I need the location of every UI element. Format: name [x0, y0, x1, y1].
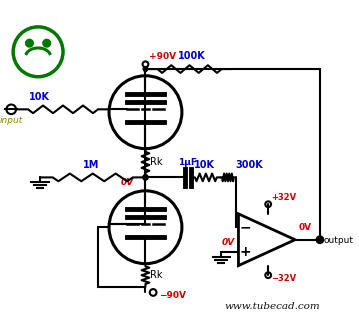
Text: output: output — [324, 235, 354, 245]
Circle shape — [25, 39, 33, 47]
Circle shape — [143, 175, 148, 180]
Circle shape — [318, 238, 322, 242]
Text: input: input — [0, 116, 23, 125]
Text: +32V: +32V — [271, 193, 296, 202]
Text: 300K: 300K — [236, 160, 264, 170]
Text: 100K: 100K — [178, 51, 206, 61]
Circle shape — [43, 39, 51, 47]
Circle shape — [143, 67, 148, 71]
Text: +90V: +90V — [149, 52, 176, 61]
Text: 10K: 10K — [28, 92, 50, 102]
Text: Rk: Rk — [150, 270, 163, 280]
Text: 10K: 10K — [194, 160, 215, 170]
Text: −32V: −32V — [271, 274, 296, 283]
Text: 0V: 0V — [121, 178, 134, 187]
Text: 0V: 0V — [222, 237, 236, 247]
Text: 1μF: 1μF — [178, 158, 197, 167]
Text: +: + — [239, 245, 251, 259]
Circle shape — [143, 67, 148, 71]
Text: Rk: Rk — [150, 157, 163, 167]
Text: −90V: −90V — [159, 291, 186, 300]
Text: 0V: 0V — [299, 223, 312, 232]
Text: −: − — [239, 220, 251, 234]
Text: 1M: 1M — [83, 160, 99, 170]
Text: www.tubecad.com: www.tubecad.com — [224, 302, 320, 311]
